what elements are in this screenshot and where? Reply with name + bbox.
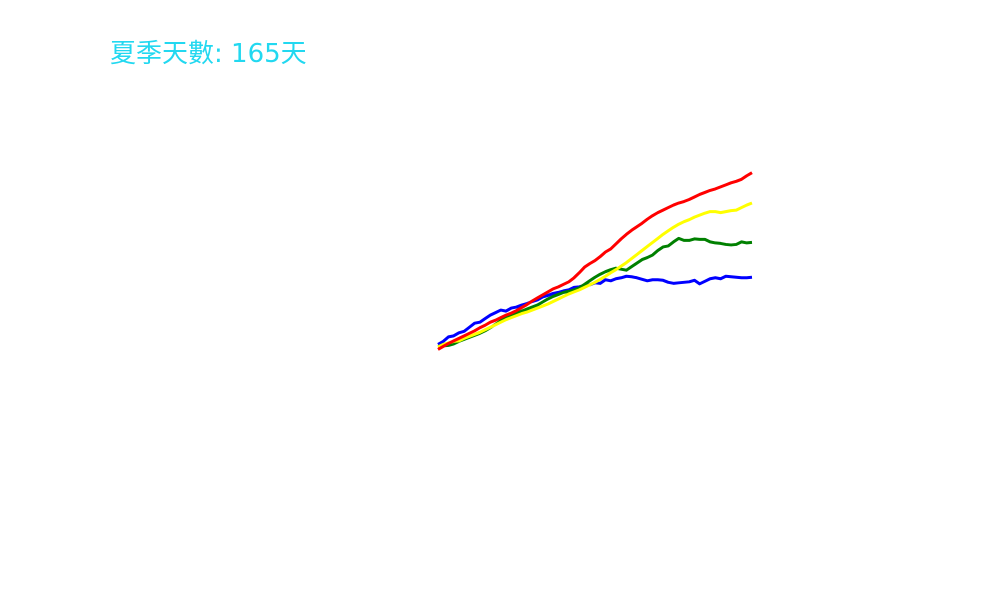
series-line-2 (437, 201, 753, 349)
series-line-0 (437, 274, 753, 346)
chart-title: 夏季天數: 165天 (110, 39, 307, 69)
series-line-3 (437, 171, 753, 351)
